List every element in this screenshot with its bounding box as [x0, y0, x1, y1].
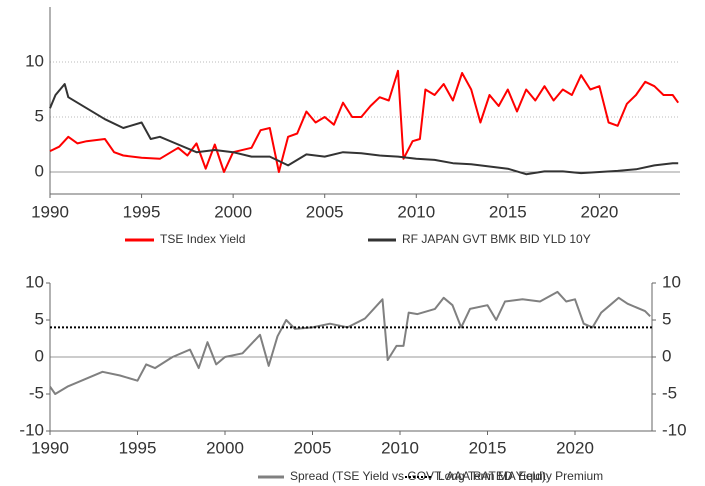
x-tick-label: 2015: [469, 438, 507, 457]
legend-label: TSE Index Yield: [160, 232, 245, 246]
y-tick-label: 10: [25, 51, 44, 70]
y-tick-label: -5: [29, 383, 44, 402]
x-tick-label: 2000: [214, 202, 252, 221]
x-tick-label: 1990: [31, 202, 69, 221]
x-tick-label: 2005: [294, 438, 332, 457]
y-tick-label: 0: [35, 161, 44, 180]
y2-tick-label: 10: [662, 272, 681, 291]
series-line: [49, 69, 680, 173]
y-tick-label: 0: [35, 346, 44, 365]
y-tick-label: 10: [25, 272, 44, 291]
x-tick-label: 2010: [381, 438, 419, 457]
y2-tick-label: 5: [662, 309, 671, 328]
x-tick-label: 2020: [556, 438, 594, 457]
series-line: [49, 290, 651, 395]
y2-tick-label: -5: [662, 383, 677, 402]
x-tick-label: 1995: [123, 202, 161, 221]
series-line: [49, 83, 679, 176]
x-tick-label: 2020: [581, 202, 619, 221]
x-tick-label: 2005: [306, 202, 344, 221]
x-tick-label: 2015: [489, 202, 527, 221]
y2-tick-label: 0: [662, 346, 671, 365]
y-tick-label: 5: [35, 309, 44, 328]
x-tick-label: 1995: [119, 438, 157, 457]
y-tick-label: -10: [19, 420, 44, 439]
x-tick-label: 1990: [31, 438, 69, 457]
legend-label: RF JAPAN GVT BMK BID YLD 10Y: [402, 232, 591, 246]
y2-tick-label: -10: [662, 420, 687, 439]
y-tick-label: 5: [35, 106, 44, 125]
x-tick-label: 2000: [206, 438, 244, 457]
x-tick-label: 2010: [397, 202, 435, 221]
legend-label: Long Term MA Equity Premium: [438, 469, 603, 483]
